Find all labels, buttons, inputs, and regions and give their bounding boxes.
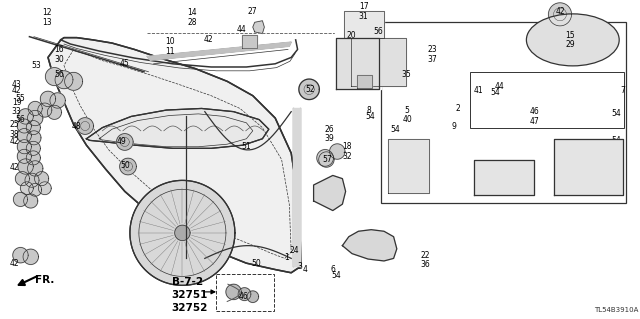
Polygon shape xyxy=(50,93,65,108)
Text: 42: 42 xyxy=(9,163,19,172)
Polygon shape xyxy=(357,75,372,88)
Text: 43: 43 xyxy=(12,80,22,89)
Polygon shape xyxy=(238,288,251,300)
Text: FR.: FR. xyxy=(35,275,54,285)
Text: 27: 27 xyxy=(248,7,258,16)
Text: 26
39: 26 39 xyxy=(324,125,335,143)
Polygon shape xyxy=(45,68,63,85)
Text: 56: 56 xyxy=(373,27,383,36)
Polygon shape xyxy=(336,38,379,89)
Text: 6: 6 xyxy=(330,265,335,274)
Text: 1: 1 xyxy=(284,253,289,262)
Polygon shape xyxy=(299,79,319,100)
Text: 54: 54 xyxy=(365,112,375,121)
Bar xyxy=(381,22,626,203)
Text: 3: 3 xyxy=(297,262,302,271)
Text: 54: 54 xyxy=(611,109,621,118)
Text: 12
13: 12 13 xyxy=(42,8,52,27)
Text: 16
30: 16 30 xyxy=(54,45,64,63)
Polygon shape xyxy=(26,121,40,135)
Polygon shape xyxy=(29,183,42,196)
Text: 41: 41 xyxy=(474,86,484,95)
Text: 54: 54 xyxy=(331,271,341,280)
Polygon shape xyxy=(147,42,291,60)
Polygon shape xyxy=(17,119,31,133)
Polygon shape xyxy=(242,35,257,48)
Polygon shape xyxy=(226,284,241,300)
Text: 57: 57 xyxy=(323,155,333,164)
Polygon shape xyxy=(35,172,49,186)
Text: 17
31: 17 31 xyxy=(358,2,369,20)
Text: 2: 2 xyxy=(456,104,461,113)
Polygon shape xyxy=(24,194,38,208)
Text: 20
34: 20 34 xyxy=(346,31,356,49)
Text: 46
47: 46 47 xyxy=(529,107,540,126)
Polygon shape xyxy=(13,248,28,263)
Text: 23
37: 23 37 xyxy=(428,45,438,63)
Text: B-7-2
32751
32752: B-7-2 32751 32752 xyxy=(172,277,208,313)
Polygon shape xyxy=(548,3,572,26)
Polygon shape xyxy=(27,131,41,145)
Ellipse shape xyxy=(526,14,619,66)
Polygon shape xyxy=(25,173,39,187)
Polygon shape xyxy=(47,105,61,119)
Text: 50: 50 xyxy=(251,259,261,268)
Polygon shape xyxy=(28,110,43,126)
Polygon shape xyxy=(319,152,334,167)
Polygon shape xyxy=(28,161,43,176)
Text: 44: 44 xyxy=(237,25,247,34)
Polygon shape xyxy=(48,38,301,273)
Polygon shape xyxy=(23,249,38,264)
Text: 50: 50 xyxy=(120,161,130,170)
Polygon shape xyxy=(26,141,40,155)
Polygon shape xyxy=(40,91,56,107)
Polygon shape xyxy=(17,140,31,154)
Polygon shape xyxy=(330,144,345,159)
Polygon shape xyxy=(293,108,300,266)
Text: 42: 42 xyxy=(556,7,566,16)
Text: 35: 35 xyxy=(401,70,412,79)
Text: 5: 5 xyxy=(404,106,410,115)
Text: 44: 44 xyxy=(494,82,504,91)
Polygon shape xyxy=(317,150,333,166)
Polygon shape xyxy=(120,158,136,175)
Text: 53: 53 xyxy=(31,61,42,70)
Polygon shape xyxy=(388,139,429,193)
Text: 9: 9 xyxy=(452,122,457,130)
Polygon shape xyxy=(26,151,40,165)
Polygon shape xyxy=(65,72,83,90)
Polygon shape xyxy=(344,11,384,38)
Polygon shape xyxy=(335,22,381,89)
Polygon shape xyxy=(342,230,397,261)
Text: 56: 56 xyxy=(15,115,26,124)
Polygon shape xyxy=(28,101,42,115)
Text: 42: 42 xyxy=(12,86,22,95)
Polygon shape xyxy=(247,291,259,302)
Polygon shape xyxy=(116,134,133,150)
Text: 15
29: 15 29 xyxy=(565,31,575,49)
Polygon shape xyxy=(175,225,190,241)
Text: 54: 54 xyxy=(611,136,621,145)
Bar xyxy=(216,274,274,311)
Text: 10
11: 10 11 xyxy=(164,37,175,56)
Polygon shape xyxy=(130,181,235,285)
Text: 49: 49 xyxy=(116,137,127,146)
Text: 22
36: 22 36 xyxy=(420,251,431,269)
Polygon shape xyxy=(20,182,33,195)
Text: 54: 54 xyxy=(390,125,400,134)
Text: 55: 55 xyxy=(15,94,26,103)
Polygon shape xyxy=(86,108,269,148)
Text: TL54B3910A: TL54B3910A xyxy=(595,307,639,313)
Polygon shape xyxy=(474,160,534,195)
Text: 8: 8 xyxy=(366,106,371,115)
Text: 42: 42 xyxy=(9,137,19,146)
Text: 46: 46 xyxy=(238,292,248,300)
Text: 42: 42 xyxy=(9,259,19,268)
Bar xyxy=(470,72,624,128)
Text: 7: 7 xyxy=(620,86,625,95)
Text: 44: 44 xyxy=(356,76,367,85)
Text: 56: 56 xyxy=(54,70,64,79)
Text: 19
33: 19 33 xyxy=(12,98,22,116)
Polygon shape xyxy=(554,139,623,195)
